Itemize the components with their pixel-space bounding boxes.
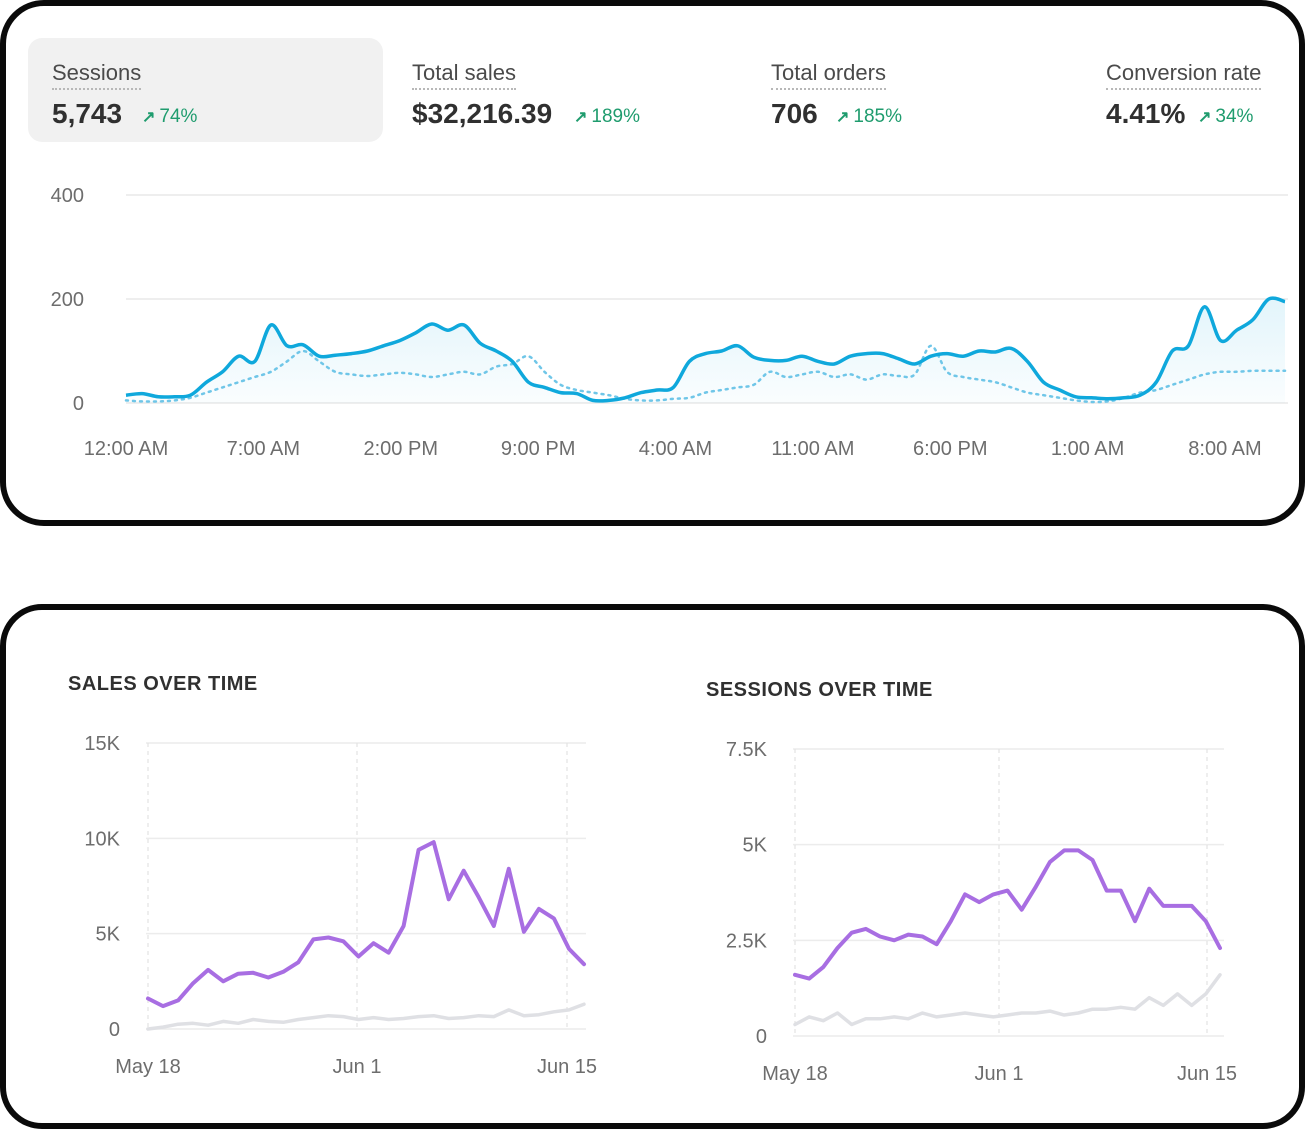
x-tick-label: 9:00 PM (501, 438, 575, 460)
sessions-series-line (125, 296, 1286, 403)
metric-value: 5,743 (52, 98, 123, 129)
y-tick-label: 0 (73, 393, 84, 415)
x-tick-label: Jun 1 (975, 1063, 1024, 1085)
metric-value: 706 (771, 98, 818, 129)
metric-card-sessions[interactable]: Sessions 5,743 ↗ 74% (28, 38, 383, 142)
sales-over-time-chart: 15K 10K 5K 0 May 18 Jun 1 Jun 15 (84, 733, 597, 1078)
x-tick-label: Jun 15 (1177, 1063, 1237, 1085)
x-tick-label: Jun 1 (333, 1056, 382, 1078)
y-tick-label: 0 (756, 1026, 767, 1048)
comparison-series-line (124, 344, 1287, 404)
x-tick-label: 4:00 AM (639, 438, 712, 460)
y-tick-label: 5K (96, 924, 121, 946)
over-time-panel (0, 604, 1305, 1129)
sessions-chart-title: SESSIONS OVER TIME (706, 679, 933, 701)
x-tick-label: 12:00 AM (84, 438, 169, 460)
y-tick-label: 400 (51, 185, 84, 207)
metric-delta: ↗ 34% (1198, 106, 1254, 127)
metric-card-total-orders[interactable]: Total orders 706 ↗ 185% (747, 38, 1077, 142)
metric-label: Total sales (412, 60, 516, 90)
metric-card-conversion-rate[interactable]: Conversion rate 4.41% ↗ 34% (1082, 38, 1288, 142)
y-tick-label: 200 (51, 289, 84, 311)
x-tick-label: May 18 (115, 1056, 181, 1078)
x-tick-label: May 18 (762, 1063, 828, 1085)
x-tick-label: 7:00 AM (227, 438, 300, 460)
metric-label: Total orders (771, 60, 886, 90)
trend-up-icon: ↗ (574, 109, 588, 126)
current-series-line (793, 848, 1222, 981)
sales-chart-title: SALES OVER TIME (68, 673, 258, 695)
metric-card-total-sales[interactable]: Total sales $32,216.39 ↗ 189% (388, 38, 738, 142)
metric-value: 4.41% (1106, 98, 1186, 129)
metric-value: $32,216.39 (412, 98, 553, 129)
metric-label: Sessions (52, 60, 142, 90)
y-tick-label: 2.5K (726, 930, 768, 952)
y-tick-label: 15K (84, 733, 120, 755)
trend-up-icon: ↗ (142, 109, 156, 126)
y-tick-label: 0 (109, 1019, 120, 1041)
sessions-line-chart: 400 200 0 12:00 AM 7:00 AM 2:00 PM 9:00 PM 4:00… (51, 185, 1288, 460)
x-tick-label: 6:00 PM (913, 438, 987, 460)
metric-label: Conversion rate (1106, 60, 1262, 90)
trend-up-icon: ↗ (1198, 109, 1212, 126)
metric-delta: ↗ 74% (142, 106, 198, 127)
series-area (126, 298, 1285, 403)
sessions-over-time-chart: 7.5K 5K 2.5K 0 May 18 Jun 1 Jun 15 (726, 739, 1237, 1085)
x-tick-label: 2:00 PM (364, 438, 438, 460)
y-tick-label: 5K (743, 835, 768, 857)
y-tick-label: 10K (84, 828, 120, 850)
prior-series-line (146, 1002, 586, 1031)
y-tick-label: 7.5K (726, 739, 768, 761)
current-series-line (146, 840, 586, 1009)
x-tick-label: 8:00 AM (1188, 438, 1261, 460)
metric-delta: ↗ 189% (574, 106, 641, 127)
x-tick-label: Jun 15 (537, 1056, 597, 1078)
trend-up-icon: ↗ (836, 109, 850, 126)
x-tick-label: 11:00 AM (771, 438, 854, 460)
metric-delta: ↗ 185% (836, 106, 903, 127)
x-tick-label: 1:00 AM (1051, 438, 1124, 460)
prior-series-line (793, 973, 1222, 1027)
